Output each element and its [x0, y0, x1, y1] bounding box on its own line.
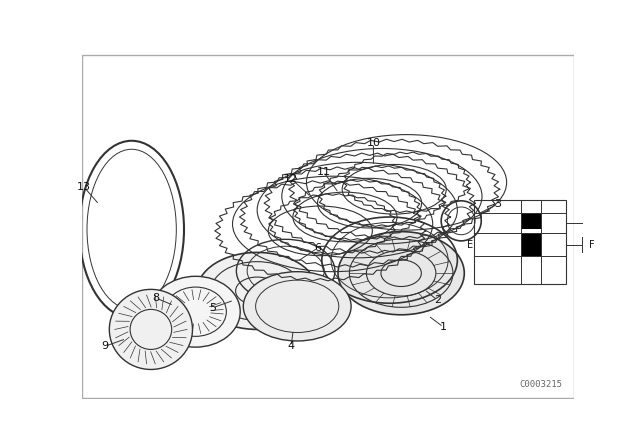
- Ellipse shape: [338, 232, 464, 315]
- Bar: [474, 199, 566, 284]
- Ellipse shape: [109, 289, 193, 370]
- Text: 4: 4: [287, 341, 294, 351]
- Bar: [521, 213, 541, 228]
- Text: 8: 8: [152, 293, 159, 303]
- Text: 5: 5: [209, 303, 216, 313]
- Text: 13: 13: [77, 182, 91, 192]
- Text: 6: 6: [314, 243, 321, 253]
- Ellipse shape: [151, 276, 240, 347]
- Text: E: E: [467, 240, 474, 250]
- Text: C0003215: C0003215: [520, 380, 563, 389]
- Text: 10: 10: [367, 138, 380, 148]
- Text: 11: 11: [316, 167, 330, 177]
- Text: 9: 9: [101, 341, 108, 351]
- Text: 12: 12: [284, 173, 298, 184]
- Ellipse shape: [243, 271, 351, 341]
- Text: 1: 1: [440, 322, 447, 332]
- Ellipse shape: [197, 252, 317, 329]
- Text: F: F: [589, 240, 595, 250]
- Text: 2: 2: [434, 295, 441, 305]
- Text: 3: 3: [495, 199, 502, 209]
- Bar: [521, 233, 541, 256]
